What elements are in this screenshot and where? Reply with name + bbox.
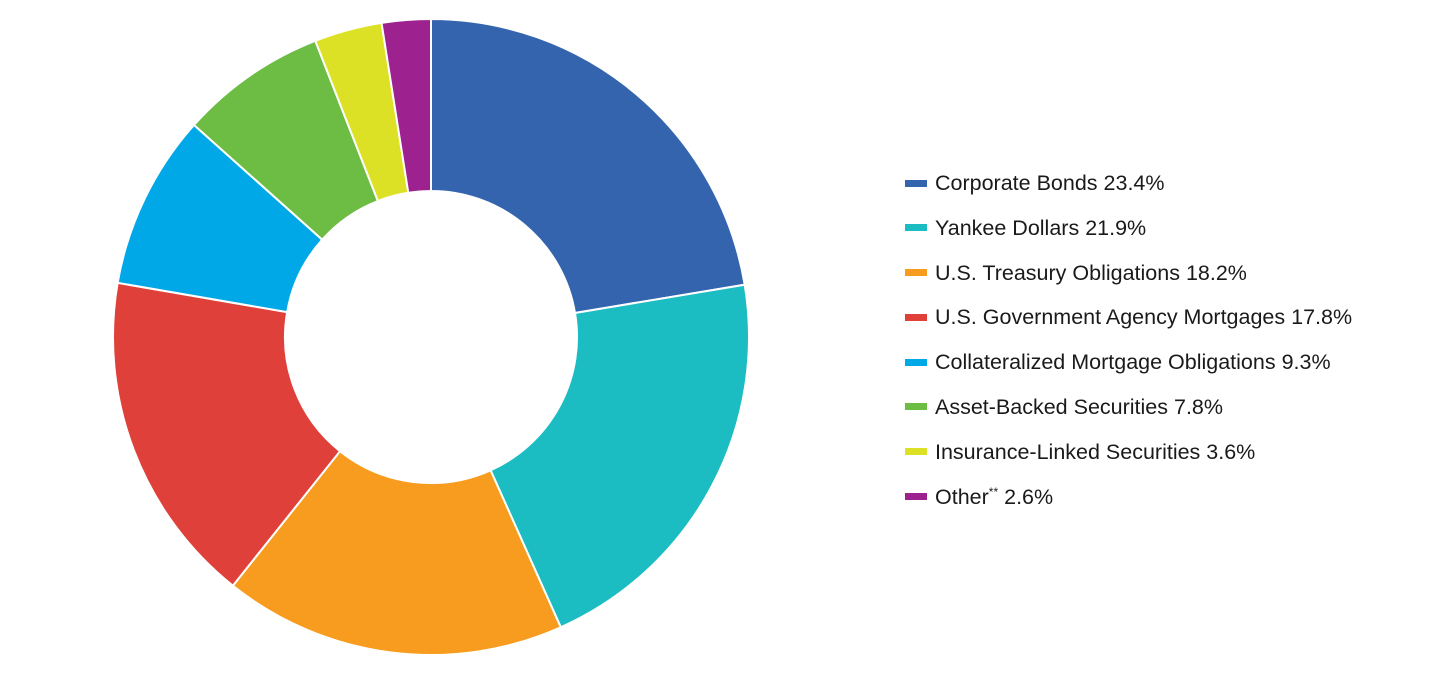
donut-slice-u-s-treasury-obligations: [231, 449, 563, 656]
chart-legend: Corporate Bonds 23.4% Yankee Dollars 21.…: [905, 168, 1435, 526]
legend-swatch: [905, 313, 927, 321]
legend-item-us-treasury-obligations: U.S. Treasury Obligations 18.2%: [905, 258, 1435, 288]
legend-item-yankee-dollars: Yankee Dollars 21.9%: [905, 213, 1435, 243]
donut-slice-u-s-government-agency-mortgages: [112, 281, 342, 588]
donut-slice-yankee-dollars: [489, 283, 750, 629]
legend-swatch: [905, 403, 927, 411]
legend-swatch: [905, 224, 927, 232]
legend-swatch: [905, 269, 927, 277]
legend-label: Asset-Backed Securities 7.8%: [935, 394, 1224, 419]
legend-label: Yankee Dollars 21.9%: [935, 215, 1147, 240]
donut-slice-other: [380, 17, 432, 194]
legend-item-insurance-linked-securities: Insurance-Linked Securities 3.6%: [905, 437, 1435, 467]
legend-swatch: [905, 358, 927, 366]
legend-label: Other** 2.6%: [935, 484, 1054, 509]
legend-label: U.S. Government Agency Mortgages 17.8%: [935, 305, 1353, 330]
legend-item-other: Other** 2.6%: [905, 482, 1435, 512]
legend-label: U.S. Treasury Obligations 18.2%: [935, 260, 1247, 285]
legend-swatch: [905, 493, 927, 501]
donut-chart-svg: [112, 17, 750, 656]
legend-label: Corporate Bonds 23.4%: [935, 171, 1165, 195]
donut-chart: [112, 17, 750, 656]
legend-swatch: [905, 179, 927, 187]
legend-item-corporate-bonds: Corporate Bonds 23.4%: [905, 168, 1435, 198]
legend-swatch: [905, 448, 927, 456]
legend-item-asset-backed-securities: Asset-Backed Securities 7.8%: [905, 392, 1435, 422]
footnote-marker: **: [988, 484, 999, 499]
donut-slice-corporate-bonds: [430, 17, 746, 315]
legend-label: Insurance-Linked Securities 3.6%: [935, 439, 1256, 464]
legend-label: Collateralized Mortgage Obligations 9.3%: [935, 350, 1331, 375]
legend-item-us-government-agency-mortgages: U.S. Government Agency Mortgages 17.8%: [905, 302, 1435, 332]
legend-item-collateralized-mortgage-obligations: Collateralized Mortgage Obligations 9.3%: [905, 347, 1435, 377]
